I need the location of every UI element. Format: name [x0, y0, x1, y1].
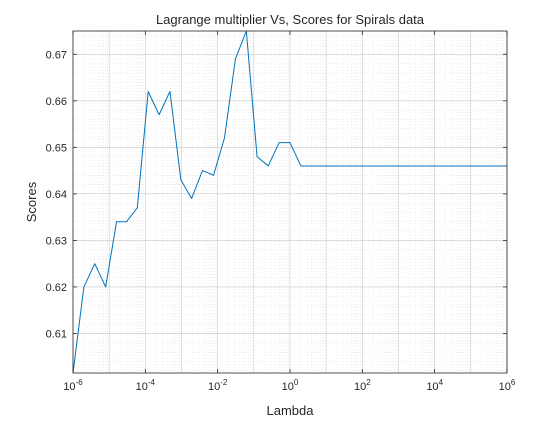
y-tick-label: 0.62 — [46, 282, 67, 294]
ticks — [72, 31, 508, 373]
x-tick-label: 104 — [426, 378, 443, 393]
y-axis-label: Scores — [24, 181, 39, 222]
x-tick-label: 102 — [354, 378, 371, 393]
y-tick-label: 0.67 — [46, 49, 67, 61]
y-tick-label: 0.63 — [46, 235, 67, 247]
y-tick-label: 0.61 — [46, 328, 67, 340]
x-tick-label: 100 — [282, 378, 299, 393]
grid — [72, 31, 508, 373]
x-tick-label: 10-2 — [208, 378, 228, 393]
x-tick-label: 106 — [499, 378, 516, 393]
chart-title: Lagrange multiplier Vs, Scores for Spira… — [156, 12, 425, 27]
series-line — [72, 30, 507, 374]
y-tick-label: 0.65 — [46, 142, 67, 154]
x-tick-label: 10-6 — [63, 378, 83, 393]
series-layer — [72, 30, 507, 374]
x-tick-label: 10-4 — [136, 378, 156, 393]
x-axis-label: Lambda — [267, 403, 315, 418]
y-tick-label: 0.64 — [46, 189, 67, 201]
tick-labels: 0.61 0.62 0.63 0.64 0.65 0.66 0.67 10-6 10-4 10-2… — [46, 49, 516, 393]
y-tick-label: 0.66 — [46, 96, 67, 108]
